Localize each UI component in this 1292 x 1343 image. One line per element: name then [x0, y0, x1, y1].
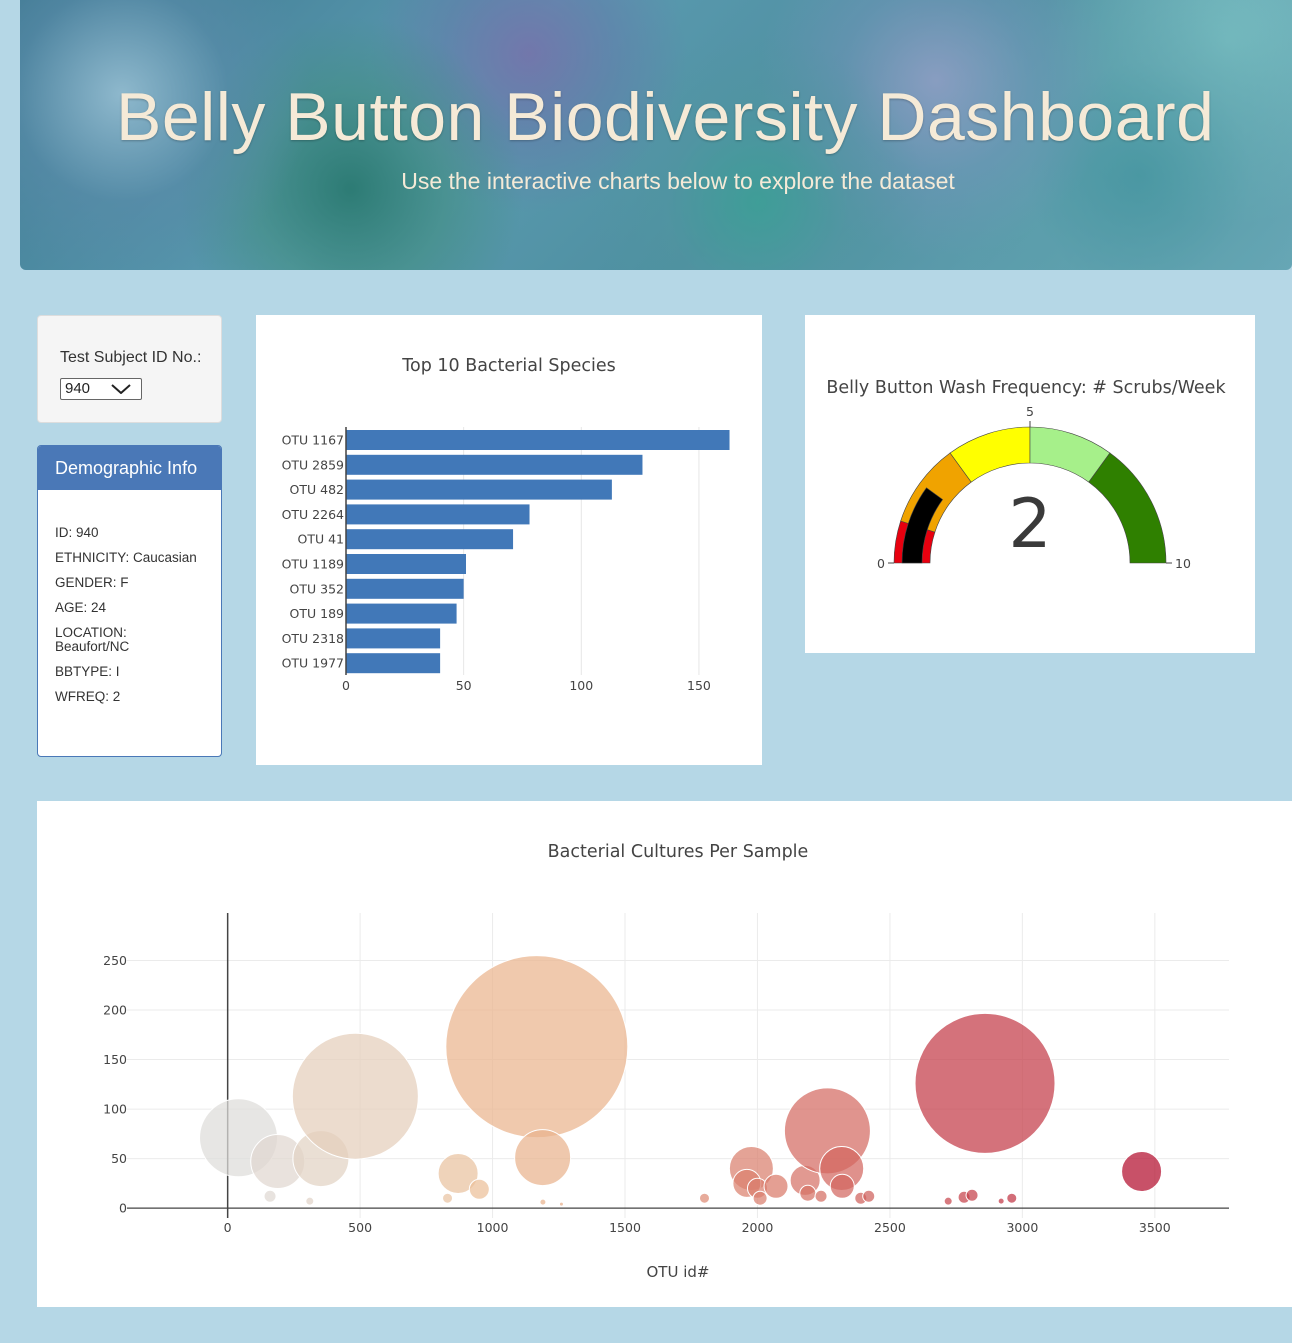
bar-chart-y-tick-label: OTU 2859 [282, 457, 344, 472]
bubble-point [437, 1152, 479, 1194]
subject-selector-label: Test Subject ID No.: [60, 349, 202, 366]
bubble-chart-x-tick-label: 2500 [874, 1220, 906, 1235]
bubble-point [763, 1173, 789, 1199]
bubble-point [445, 955, 629, 1139]
bubble-chart-title: Bacterial Cultures Per Sample [548, 842, 809, 862]
bar-otu-41 [346, 529, 514, 550]
subject-selector-panel: Test Subject ID No.: 940 [37, 315, 222, 423]
bar-otu-2859 [346, 454, 643, 475]
subject-id-select[interactable]: 940 [60, 378, 142, 400]
demographic-age: AGE: 24 [55, 600, 107, 615]
bubble-point [752, 1190, 768, 1206]
bubble-point [965, 1188, 979, 1202]
wash-frequency-gauge-card: Belly Button Wash Frequency: # Scrubs/We… [805, 315, 1255, 653]
bar-chart-y-tick-label: OTU 2318 [282, 631, 344, 646]
bar-otu-1189 [346, 554, 466, 574]
bubble-point [442, 1192, 454, 1204]
bubble-point [862, 1189, 876, 1203]
bar-otu-1977 [346, 653, 441, 674]
bar-chart-x-tick-label: 50 [456, 678, 472, 693]
bubble-chart-x-tick-label: 0 [224, 1220, 232, 1235]
bubble-chart-x-axis-label: OTU id# [647, 1263, 710, 1281]
bar-otu-189 [346, 603, 457, 624]
bacterial-cultures-bubble-chart[interactable]: Bacterial Cultures Per Sample 0 500 1000 15… [37, 801, 1292, 1307]
demographic-info-heading: Demographic Info [38, 446, 221, 490]
bar-chart-y-tick-label: OTU 1977 [282, 656, 344, 671]
bubble-point [829, 1173, 855, 1199]
bubble-chart-x-tick-label: 3000 [1006, 1220, 1038, 1235]
page-title: Belly Button Biodiversity Dashboard [116, 79, 1215, 155]
demographic-location: LOCATION: Beaufort/NC [55, 625, 130, 654]
top10-bar-chart-card: Top 10 Bacterial Species OTU 1167 OTU 285… [256, 315, 762, 765]
chevron-down-icon [111, 384, 131, 394]
demographic-bbtype: BBTYPE: I [55, 664, 120, 679]
bubble-chart-y-tick-label: 150 [103, 1052, 127, 1067]
bubble-chart-x-tick-label: 1000 [477, 1220, 509, 1235]
bubble-point [263, 1189, 277, 1203]
bubble-point [1006, 1192, 1018, 1204]
bubble-chart-y-tick-label: 0 [119, 1201, 127, 1216]
bubble-point [539, 1198, 547, 1206]
bubble-point [514, 1129, 572, 1187]
bubble-chart-y-tick-label: 250 [103, 953, 127, 968]
gauge-value: 2 [1008, 485, 1051, 564]
header-banner: Belly Button Biodiversity Dashboard Use … [20, 0, 1292, 270]
bar-otu-2264 [346, 504, 530, 525]
bubble-chart-y-tick-label: 50 [111, 1151, 127, 1166]
bubble-chart-x-tick-label: 500 [348, 1220, 372, 1235]
bar-chart-y-tick-label: OTU 2264 [282, 507, 344, 522]
bar-chart-x-tick-label: 100 [569, 678, 593, 693]
bar-chart-y-tick-label: OTU 189 [290, 606, 345, 621]
bubble-point [997, 1197, 1005, 1205]
bubble-point [814, 1189, 828, 1203]
bubble-point [558, 1201, 564, 1207]
demographic-id: ID: 940 [55, 525, 99, 540]
bubble-chart-y-tick-label: 100 [103, 1102, 127, 1117]
bubble-point [1121, 1150, 1163, 1192]
bubble-point [698, 1192, 710, 1204]
demographic-info-panel: Demographic Info ID: 940 ETHNICITY: Cauc… [37, 445, 222, 757]
bubble-chart-card: Bacterial Cultures Per Sample 0 500 1000 15… [37, 801, 1292, 1307]
bubble-chart-x-tick-label: 1500 [609, 1220, 641, 1235]
bar-otu-482 [346, 479, 612, 500]
bar-otu-1167 [346, 430, 730, 450]
gauge-tick-label: 10 [1175, 556, 1191, 571]
gauge-value-bar [901, 487, 944, 564]
bubble-point [305, 1196, 315, 1206]
bubble-chart-x-tick-label: 2000 [742, 1220, 774, 1235]
gauge-tick-label: 0 [877, 556, 885, 571]
bubble-point [943, 1196, 953, 1206]
bar-chart-title: Top 10 Bacterial Species [401, 356, 615, 376]
gauge-title: Belly Button Wash Frequency: # Scrubs/We… [826, 378, 1226, 398]
demographic-gender: GENDER: F [55, 575, 129, 590]
top10-bar-chart[interactable]: Top 10 Bacterial Species OTU 1167 OTU 285… [256, 315, 762, 765]
bar-chart-y-tick-label: OTU 352 [290, 581, 344, 596]
bubble-point [291, 1032, 419, 1160]
bubble-chart-x-tick-label: 3500 [1139, 1220, 1171, 1235]
bar-chart-y-tick-label: OTU 1167 [282, 433, 344, 448]
bubble-point [468, 1178, 490, 1200]
bubble-point [799, 1184, 817, 1202]
bar-chart-y-tick-label: OTU 41 [297, 532, 344, 547]
page-subtitle: Use the interactive charts below to expl… [401, 168, 955, 194]
bar-chart-x-tick-label: 150 [687, 678, 711, 693]
bar-chart-y-tick-label: OTU 1189 [282, 557, 344, 572]
demographic-ethnicity: ETHNICITY: Caucasian [55, 550, 197, 565]
gauge-tick-label: 5 [1026, 404, 1034, 419]
bar-chart-x-tick-label: 0 [342, 678, 350, 693]
bubble-chart-y-tick-label: 200 [103, 1003, 127, 1018]
bar-chart-y-tick-label: OTU 482 [290, 482, 344, 497]
subject-id-selected-value: 940 [65, 380, 91, 397]
bar-otu-2318 [346, 628, 441, 649]
demographic-info-body: ID: 940 ETHNICITY: Caucasian GENDER: F A… [38, 490, 221, 704]
bar-otu-352 [346, 578, 464, 599]
bubble-point [914, 1012, 1056, 1154]
demographic-wfreq: WFREQ: 2 [55, 689, 121, 704]
gauge-band [1088, 452, 1167, 564]
wash-frequency-gauge[interactable]: Belly Button Wash Frequency: # Scrubs/We… [805, 315, 1255, 653]
